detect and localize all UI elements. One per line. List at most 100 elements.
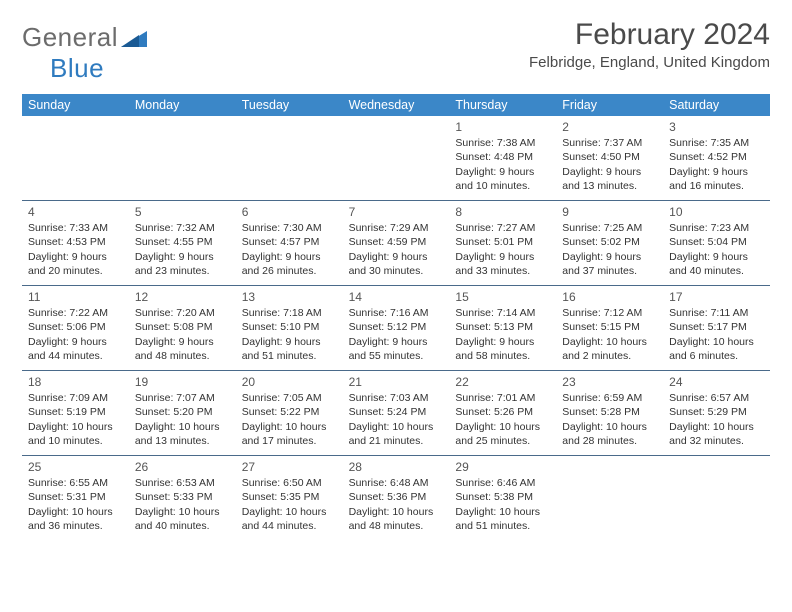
sunrise-line: Sunrise: 7:23 AM	[669, 221, 764, 235]
daylight-line: Daylight: 10 hours and 28 minutes.	[562, 420, 657, 448]
sunset-line: Sunset: 4:57 PM	[242, 235, 337, 249]
day-number: 17	[669, 289, 764, 305]
sunset-line: Sunset: 5:19 PM	[28, 405, 123, 419]
calendar-day-cell: 16Sunrise: 7:12 AMSunset: 5:15 PMDayligh…	[556, 286, 663, 370]
sunrise-line: Sunrise: 6:53 AM	[135, 476, 230, 490]
daylight-line: Daylight: 9 hours and 48 minutes.	[135, 335, 230, 363]
daylight-line: Daylight: 10 hours and 10 minutes.	[28, 420, 123, 448]
sunrise-line: Sunrise: 7:29 AM	[349, 221, 444, 235]
calendar-week-row: 11Sunrise: 7:22 AMSunset: 5:06 PMDayligh…	[22, 285, 770, 370]
sunrise-line: Sunrise: 7:09 AM	[28, 391, 123, 405]
day-number: 26	[135, 459, 230, 475]
sunset-line: Sunset: 5:38 PM	[455, 490, 550, 504]
calendar-day-cell: 15Sunrise: 7:14 AMSunset: 5:13 PMDayligh…	[449, 286, 556, 370]
calendar-day-cell: 27Sunrise: 6:50 AMSunset: 5:35 PMDayligh…	[236, 456, 343, 540]
sunset-line: Sunset: 5:22 PM	[242, 405, 337, 419]
calendar-day-cell: 19Sunrise: 7:07 AMSunset: 5:20 PMDayligh…	[129, 371, 236, 455]
day-number: 8	[455, 204, 550, 220]
day-number: 13	[242, 289, 337, 305]
day-number: 28	[349, 459, 444, 475]
sunrise-line: Sunrise: 7:12 AM	[562, 306, 657, 320]
sunset-line: Sunset: 5:10 PM	[242, 320, 337, 334]
sunset-line: Sunset: 5:35 PM	[242, 490, 337, 504]
daylight-line: Daylight: 10 hours and 32 minutes.	[669, 420, 764, 448]
calendar-day-cell: 23Sunrise: 6:59 AMSunset: 5:28 PMDayligh…	[556, 371, 663, 455]
calendar-day-cell: 2Sunrise: 7:37 AMSunset: 4:50 PMDaylight…	[556, 116, 663, 200]
day-number: 29	[455, 459, 550, 475]
daylight-line: Daylight: 10 hours and 44 minutes.	[242, 505, 337, 533]
sunset-line: Sunset: 5:04 PM	[669, 235, 764, 249]
daylight-line: Daylight: 9 hours and 13 minutes.	[562, 165, 657, 193]
sunrise-line: Sunrise: 7:33 AM	[28, 221, 123, 235]
daylight-line: Daylight: 10 hours and 48 minutes.	[349, 505, 444, 533]
daylight-line: Daylight: 9 hours and 26 minutes.	[242, 250, 337, 278]
sunset-line: Sunset: 4:48 PM	[455, 150, 550, 164]
daylight-line: Daylight: 9 hours and 40 minutes.	[669, 250, 764, 278]
calendar-day-cell: 29Sunrise: 6:46 AMSunset: 5:38 PMDayligh…	[449, 456, 556, 540]
day-number: 22	[455, 374, 550, 390]
sunrise-line: Sunrise: 6:55 AM	[28, 476, 123, 490]
calendar-week-row: 1Sunrise: 7:38 AMSunset: 4:48 PMDaylight…	[22, 116, 770, 200]
day-number: 16	[562, 289, 657, 305]
sunrise-line: Sunrise: 7:14 AM	[455, 306, 550, 320]
sunset-line: Sunset: 4:52 PM	[669, 150, 764, 164]
header: General Blue February 2024 Felbridge, En…	[22, 18, 770, 84]
day-number: 3	[669, 119, 764, 135]
day-number: 7	[349, 204, 444, 220]
day-number: 5	[135, 204, 230, 220]
calendar-day-cell: 9Sunrise: 7:25 AMSunset: 5:02 PMDaylight…	[556, 201, 663, 285]
daylight-line: Daylight: 10 hours and 21 minutes.	[349, 420, 444, 448]
daylight-line: Daylight: 9 hours and 55 minutes.	[349, 335, 444, 363]
sunrise-line: Sunrise: 7:03 AM	[349, 391, 444, 405]
title-block: February 2024 Felbridge, England, United…	[529, 18, 770, 71]
day-number: 6	[242, 204, 337, 220]
day-number: 27	[242, 459, 337, 475]
daylight-line: Daylight: 10 hours and 36 minutes.	[28, 505, 123, 533]
day-number: 4	[28, 204, 123, 220]
sunrise-line: Sunrise: 6:50 AM	[242, 476, 337, 490]
sunset-line: Sunset: 5:24 PM	[349, 405, 444, 419]
sunrise-line: Sunrise: 7:27 AM	[455, 221, 550, 235]
brand-logo: General Blue	[22, 18, 147, 84]
day-number: 20	[242, 374, 337, 390]
sunrise-line: Sunrise: 7:18 AM	[242, 306, 337, 320]
day-number: 24	[669, 374, 764, 390]
sunset-line: Sunset: 5:31 PM	[28, 490, 123, 504]
calendar-day-cell: 26Sunrise: 6:53 AMSunset: 5:33 PMDayligh…	[129, 456, 236, 540]
day-header-monday: Monday	[129, 94, 236, 116]
sunset-line: Sunset: 5:29 PM	[669, 405, 764, 419]
daylight-line: Daylight: 9 hours and 23 minutes.	[135, 250, 230, 278]
calendar-day-cell: 3Sunrise: 7:35 AMSunset: 4:52 PMDaylight…	[663, 116, 770, 200]
sunrise-line: Sunrise: 6:59 AM	[562, 391, 657, 405]
sunrise-line: Sunrise: 6:48 AM	[349, 476, 444, 490]
sunset-line: Sunset: 5:28 PM	[562, 405, 657, 419]
sunrise-line: Sunrise: 7:07 AM	[135, 391, 230, 405]
day-header-friday: Friday	[556, 94, 663, 116]
day-number: 25	[28, 459, 123, 475]
daylight-line: Daylight: 10 hours and 51 minutes.	[455, 505, 550, 533]
sunrise-line: Sunrise: 7:01 AM	[455, 391, 550, 405]
day-number: 23	[562, 374, 657, 390]
calendar-day-cell: 4Sunrise: 7:33 AMSunset: 4:53 PMDaylight…	[22, 201, 129, 285]
sunset-line: Sunset: 5:36 PM	[349, 490, 444, 504]
daylight-line: Daylight: 10 hours and 2 minutes.	[562, 335, 657, 363]
sunrise-line: Sunrise: 7:20 AM	[135, 306, 230, 320]
calendar-day-cell: 24Sunrise: 6:57 AMSunset: 5:29 PMDayligh…	[663, 371, 770, 455]
day-header-saturday: Saturday	[663, 94, 770, 116]
day-header-sunday: Sunday	[22, 94, 129, 116]
calendar-day-cell: 13Sunrise: 7:18 AMSunset: 5:10 PMDayligh…	[236, 286, 343, 370]
sunrise-line: Sunrise: 7:37 AM	[562, 136, 657, 150]
sunset-line: Sunset: 4:50 PM	[562, 150, 657, 164]
daylight-line: Daylight: 9 hours and 30 minutes.	[349, 250, 444, 278]
calendar-day-cell: 12Sunrise: 7:20 AMSunset: 5:08 PMDayligh…	[129, 286, 236, 370]
calendar-empty-cell	[663, 456, 770, 540]
calendar-empty-cell	[343, 116, 450, 200]
daylight-line: Daylight: 9 hours and 20 minutes.	[28, 250, 123, 278]
calendar-day-cell: 21Sunrise: 7:03 AMSunset: 5:24 PMDayligh…	[343, 371, 450, 455]
calendar-week-row: 4Sunrise: 7:33 AMSunset: 4:53 PMDaylight…	[22, 200, 770, 285]
day-number: 21	[349, 374, 444, 390]
sunrise-line: Sunrise: 7:11 AM	[669, 306, 764, 320]
daylight-line: Daylight: 9 hours and 58 minutes.	[455, 335, 550, 363]
sunrise-line: Sunrise: 7:38 AM	[455, 136, 550, 150]
sunrise-line: Sunrise: 7:05 AM	[242, 391, 337, 405]
